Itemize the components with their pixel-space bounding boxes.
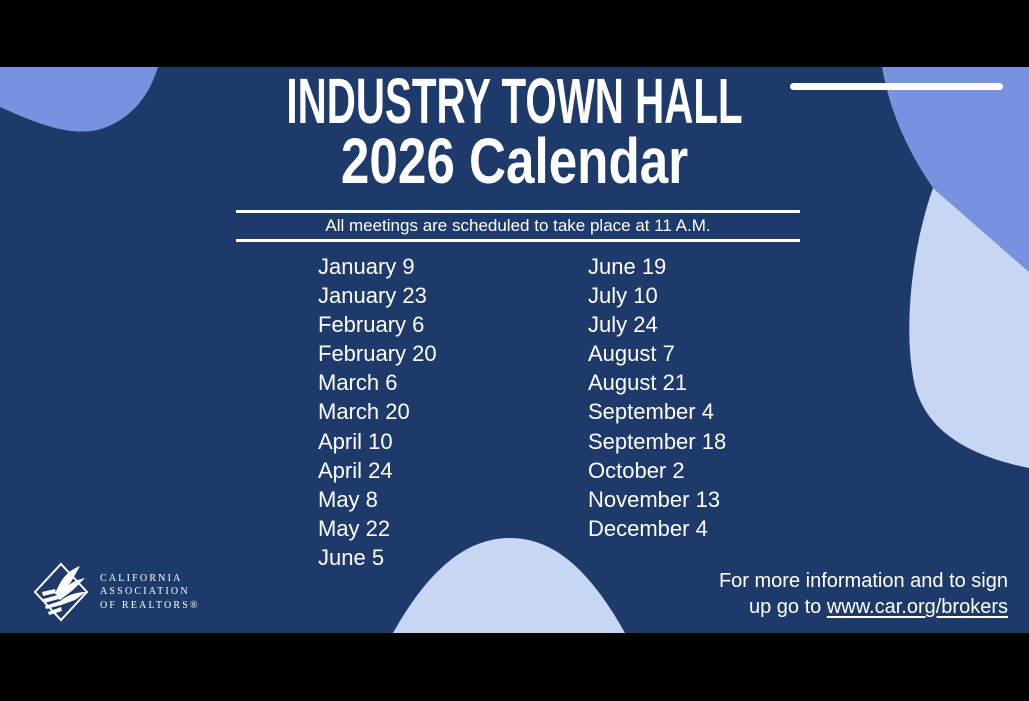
blob-right	[909, 188, 1029, 468]
date-item: March 20	[318, 399, 410, 425]
slide-canvas: INDUSTRY TOWN HALL 2026 Calendar All mee…	[0, 67, 1029, 633]
car-logo-text-line1: CALIFORNIA	[100, 572, 183, 584]
car-logo-text-line2: ASSOCIATION	[100, 586, 190, 598]
divider-bottom	[236, 239, 800, 242]
footer-info-line2-prefix: up go to	[748, 596, 827, 618]
date-item: May 8	[318, 486, 378, 512]
date-item: December 4	[588, 515, 708, 541]
page-title-line1: INDUSTRY TOWN HALL	[286, 67, 743, 137]
date-item: April 10	[318, 428, 393, 454]
car-logo-icon	[33, 562, 89, 622]
car-logo-text-line3: OF REALTORS®	[100, 599, 200, 611]
divider-top	[236, 210, 800, 213]
car-logo: CALIFORNIA ASSOCIATION OF REALTORS®	[33, 562, 200, 622]
footer-info-line1: For more information and to sign	[718, 570, 1008, 592]
blob-top-left	[0, 67, 158, 132]
date-item: March 6	[318, 370, 398, 396]
date-item: July 10	[588, 283, 658, 309]
date-item: May 22	[318, 515, 391, 541]
date-item: July 24	[588, 312, 658, 338]
date-item: August 21	[588, 370, 688, 396]
date-item: February 20	[318, 341, 437, 367]
subtitle: All meetings are scheduled to take place…	[325, 216, 711, 235]
date-list-left: January 9 January 23 February 6 February 20…	[318, 252, 437, 572]
blob-top-right	[882, 67, 1029, 272]
date-item: January 9	[318, 254, 415, 279]
accent-line	[790, 83, 1003, 90]
date-item: April 24	[318, 457, 393, 483]
page-title-line2: 2026 Calendar	[340, 125, 689, 197]
date-item: June 19	[588, 254, 667, 279]
date-list-right: June 19 July 10 July 24 August 7 August 21 Se…	[588, 252, 726, 543]
date-item: August 7	[588, 341, 675, 367]
footer-info: For more information and to sign up go t…	[719, 568, 1008, 620]
date-item: September 4	[588, 399, 714, 425]
date-item: November 13	[588, 486, 721, 512]
background-blobs	[0, 67, 1029, 633]
date-item: September 18	[588, 428, 727, 454]
blob-bottom-center	[393, 538, 625, 633]
footer-info-line2: up go to www.car.org/brokers	[719, 594, 1008, 620]
footer-url-link[interactable]: www.car.org/brokers	[826, 596, 1008, 618]
date-item: October 2	[588, 457, 685, 483]
date-item: February 6	[318, 312, 425, 338]
date-item: June 5	[318, 544, 385, 570]
date-item: January 23	[318, 283, 427, 309]
car-logo-text: CALIFORNIA ASSOCIATION OF REALTORS®	[100, 572, 200, 613]
